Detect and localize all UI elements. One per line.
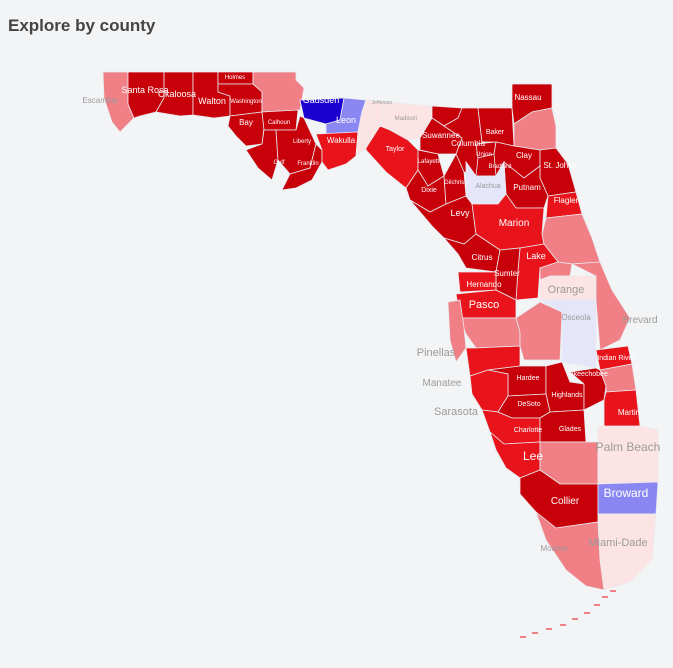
county-osceola[interactable] bbox=[539, 299, 597, 369]
county-polk[interactable] bbox=[515, 301, 563, 361]
county-baker[interactable] bbox=[477, 107, 515, 147]
county-gadsden[interactable] bbox=[299, 97, 345, 125]
county-hillsborough[interactable] bbox=[459, 317, 521, 349]
county-flagler[interactable] bbox=[545, 191, 583, 219]
county-holmes[interactable] bbox=[217, 71, 254, 85]
county-bay[interactable] bbox=[227, 111, 265, 147]
county-st-johns[interactable] bbox=[539, 147, 577, 197]
keys-island-shape bbox=[532, 632, 538, 634]
county-wakulla[interactable] bbox=[315, 131, 359, 171]
county-jackson[interactable] bbox=[252, 71, 305, 113]
county-broward[interactable] bbox=[597, 481, 659, 515]
county-glades[interactable] bbox=[539, 409, 587, 443]
keys-island-shape bbox=[610, 590, 616, 592]
keys-island-shape bbox=[602, 596, 608, 598]
county-okeechobee[interactable] bbox=[569, 367, 607, 411]
keys-island-shape bbox=[560, 624, 566, 626]
keys-island-shape bbox=[584, 612, 590, 614]
county-calhoun[interactable] bbox=[261, 109, 299, 131]
county-highlands[interactable] bbox=[545, 361, 585, 413]
county-label-sarasota: Sarasota bbox=[434, 406, 479, 418]
county-orange[interactable] bbox=[539, 275, 597, 301]
county-hernando[interactable] bbox=[457, 271, 497, 293]
keys-island-shape bbox=[546, 628, 552, 630]
county-brevard[interactable] bbox=[570, 261, 631, 351]
county-monroe[interactable] bbox=[535, 510, 605, 591]
county-gulf[interactable] bbox=[245, 129, 279, 181]
county-palm-beach[interactable] bbox=[597, 425, 659, 485]
county-gilchrist[interactable] bbox=[443, 153, 467, 205]
keys-island-shape bbox=[520, 636, 526, 638]
keys-island-shape bbox=[572, 618, 578, 620]
county-miami-dade[interactable] bbox=[597, 513, 657, 591]
county-label-pinellas: Pinellas bbox=[417, 347, 456, 359]
keys-island-shape bbox=[594, 604, 600, 606]
page-title: Explore by county bbox=[8, 16, 156, 35]
county-martin[interactable] bbox=[603, 389, 641, 429]
county-label-manatee: Manatee bbox=[423, 378, 462, 389]
